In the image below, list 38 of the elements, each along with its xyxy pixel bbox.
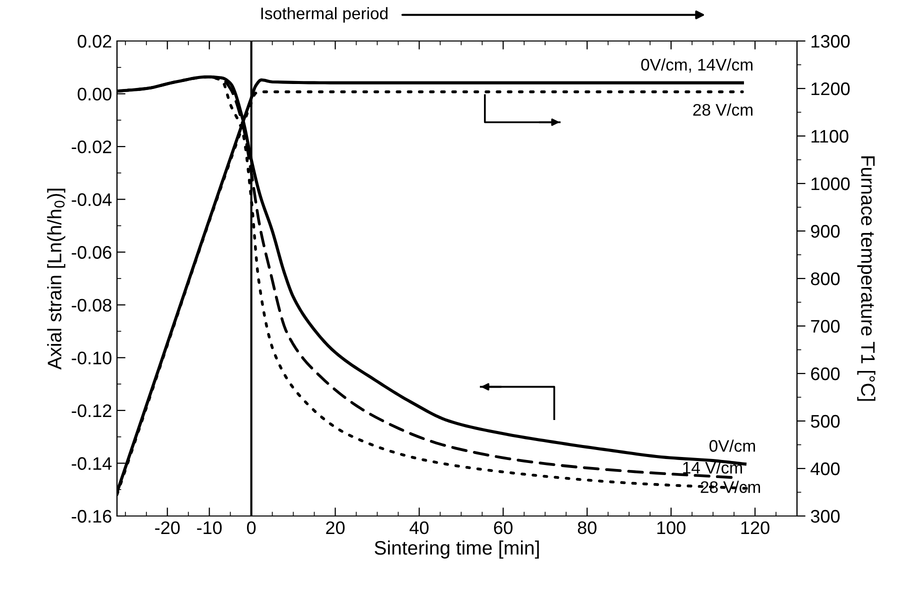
x-tick-label: -20	[155, 521, 180, 534]
y-tick-label: -0.16	[72, 510, 112, 523]
y2-axis-title: Furnace temperature T1 [°C]	[857, 156, 876, 401]
x-tick-label: 80	[578, 521, 596, 534]
y2-tick-label: 800	[810, 272, 840, 286]
y2-tick-label: 900	[811, 224, 840, 238]
x-tick-label: 20	[326, 521, 345, 534]
y-tick-label: -0.10	[72, 352, 112, 364]
y-tick-label: -0.14	[72, 457, 112, 470]
y2-tick-label: 600	[811, 367, 840, 380]
y-tick-label: 0.00	[78, 88, 112, 100]
y2-tick-label: 1200	[812, 82, 850, 96]
series-label: 0V/cm	[709, 440, 755, 452]
x-tick-label: -10	[197, 521, 222, 534]
y-axis-title: Axial strain [Ln(h/h$_{0}$)]	[47, 188, 66, 370]
x-tick-label: 100	[657, 521, 686, 534]
y-tick-label: -0.08	[72, 298, 112, 312]
text: Isothermal period	[261, 7, 388, 23]
y-tick-label: -0.04	[72, 193, 112, 206]
x-tick-label: 60	[494, 521, 513, 534]
x-axis-title: Sintering time [min]	[374, 540, 539, 559]
y2-tick-label: 1100	[812, 130, 848, 143]
y2-tick-label: 400	[810, 462, 840, 476]
series-label: 28 V/cm	[693, 104, 752, 116]
y-tick-label: 0.02	[78, 34, 112, 48]
x-tick-label: 120	[741, 521, 770, 534]
y2-tick-label: 500	[810, 414, 840, 428]
x-tick-label: 40	[410, 521, 429, 534]
y-tick-label: -0.12	[72, 404, 112, 418]
y-tick-label: -0.02	[72, 140, 112, 154]
y2-tick-label: 1300	[812, 34, 850, 48]
y-tick-label: -0.06	[72, 246, 112, 259]
y2-tick-label: 700	[811, 320, 840, 333]
y2-tick-label: 1000	[812, 177, 850, 190]
legend-label: 0V/cm, 14V/cm	[641, 58, 752, 73]
y2-tick-label: 300	[810, 510, 840, 523]
x-tick-label: 0	[247, 521, 256, 534]
series-label: 14 V/cm	[683, 461, 742, 474]
